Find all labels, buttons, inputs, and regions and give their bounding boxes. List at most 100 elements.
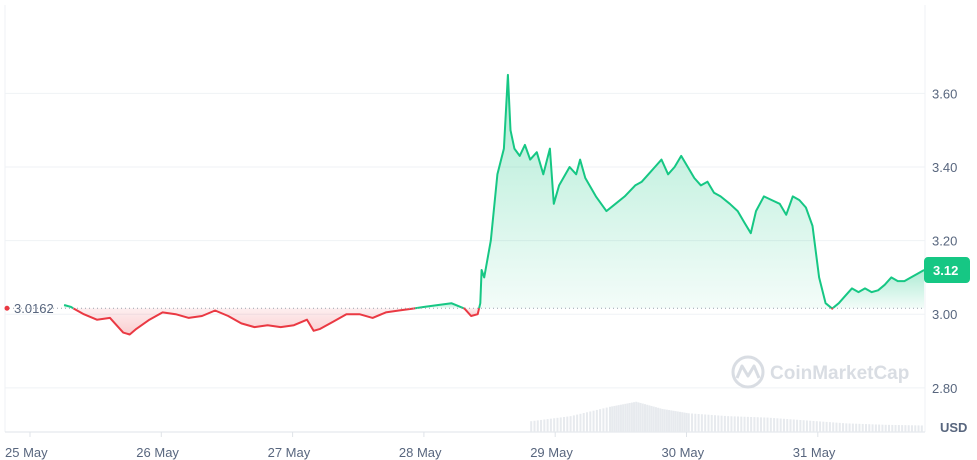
volume-bar bbox=[730, 416, 733, 432]
volume-bar bbox=[763, 417, 766, 432]
volume-bar bbox=[635, 401, 638, 432]
volume-bar bbox=[815, 421, 818, 432]
volume-bar bbox=[641, 403, 644, 432]
volume-bar bbox=[884, 424, 887, 432]
volume-bar bbox=[683, 412, 686, 432]
x-tick-label: 29 May bbox=[530, 445, 573, 460]
volume-bar bbox=[613, 405, 616, 432]
volume-bar bbox=[861, 423, 864, 432]
volume-bar bbox=[805, 420, 808, 432]
volume-bar bbox=[769, 417, 772, 432]
volume-bar bbox=[874, 424, 877, 432]
volume-bar bbox=[736, 416, 739, 432]
reference-layer: 3.0162 3.12 bbox=[4, 257, 970, 316]
volume-bar bbox=[858, 423, 861, 432]
y-axis-unit: USD bbox=[940, 420, 967, 435]
volume-bar bbox=[710, 414, 713, 432]
volume-bar bbox=[796, 419, 799, 432]
reference-label: 3.0162 bbox=[14, 301, 54, 316]
volume-bar bbox=[773, 418, 776, 432]
volume-bar bbox=[546, 419, 549, 432]
volume-bar bbox=[659, 408, 662, 432]
volume-bar bbox=[904, 425, 907, 432]
volume-bar bbox=[530, 421, 533, 432]
volume-bar bbox=[750, 417, 753, 432]
volume-bar bbox=[914, 425, 917, 432]
watermark: CoinMarketCap bbox=[731, 355, 909, 389]
volume-bar bbox=[743, 416, 746, 432]
volume-bar bbox=[891, 424, 894, 432]
volume-bar bbox=[704, 414, 707, 432]
volume-bar bbox=[727, 416, 730, 432]
volume-bar bbox=[536, 420, 539, 432]
current-price-badge bbox=[924, 257, 970, 284]
volume-bar bbox=[786, 419, 789, 432]
volume-bar bbox=[802, 420, 805, 432]
volume-bar bbox=[650, 405, 653, 432]
price-area-up bbox=[479, 74, 832, 309]
volume-bar bbox=[838, 422, 841, 432]
volume-bar bbox=[819, 421, 822, 432]
volume-bar bbox=[608, 406, 611, 432]
volume-bar bbox=[569, 416, 572, 432]
price-line-down bbox=[830, 307, 834, 310]
volume-bar bbox=[812, 420, 815, 432]
volume-bar bbox=[617, 405, 620, 432]
volume-bar bbox=[572, 415, 575, 432]
volume-bar bbox=[766, 417, 769, 432]
coinmarketcap-logo-icon bbox=[731, 355, 765, 389]
volume-bar bbox=[707, 414, 710, 432]
volume-bar bbox=[646, 404, 649, 432]
logo-m-icon bbox=[735, 364, 761, 379]
current-price-label: 3.12 bbox=[933, 263, 958, 278]
volume-bar bbox=[897, 425, 900, 432]
volume-bar bbox=[828, 422, 831, 432]
volume-bar bbox=[637, 402, 640, 432]
volume-bar bbox=[663, 409, 666, 432]
volume-bar bbox=[799, 420, 802, 432]
volume-bar bbox=[835, 422, 838, 432]
price-line-down bbox=[463, 307, 481, 317]
volume-bar bbox=[668, 410, 671, 432]
volume-bar bbox=[809, 420, 812, 432]
volume-bar bbox=[643, 404, 646, 432]
volume-bar bbox=[566, 416, 569, 432]
volume-bar bbox=[652, 406, 655, 432]
volume-bar bbox=[756, 417, 759, 432]
volume-bar bbox=[628, 403, 631, 432]
y-tick-label: 3.40 bbox=[932, 160, 957, 175]
volume-bar bbox=[881, 424, 884, 432]
volume-bar bbox=[672, 410, 675, 432]
volume-bar bbox=[842, 423, 845, 432]
volume-bar bbox=[630, 402, 633, 432]
volume-bar bbox=[717, 415, 720, 432]
volume-bar bbox=[865, 424, 868, 432]
volume-bar bbox=[540, 419, 543, 432]
volume-bar bbox=[622, 404, 625, 432]
volume-layer bbox=[530, 401, 923, 432]
x-tick-label: 26 May bbox=[136, 445, 179, 460]
price-area-up bbox=[832, 270, 925, 309]
volume-bar bbox=[894, 424, 897, 432]
x-tick-label: 28 May bbox=[399, 445, 442, 460]
y-tick-label: 3.20 bbox=[932, 234, 957, 249]
volume-bar bbox=[685, 412, 688, 432]
volume-bar bbox=[782, 418, 785, 432]
volume-bar bbox=[674, 411, 677, 432]
volume-bar bbox=[549, 418, 552, 432]
y-tick-label: 3.00 bbox=[932, 307, 957, 322]
volume-bar bbox=[624, 403, 627, 432]
volume-bar bbox=[868, 424, 871, 432]
volume-bar bbox=[533, 420, 536, 432]
volume-bar bbox=[759, 417, 762, 432]
volume-bar bbox=[543, 419, 546, 432]
volume-bar bbox=[851, 423, 854, 432]
volume-bar bbox=[679, 411, 682, 432]
volume-bar bbox=[648, 405, 651, 432]
volume-bar bbox=[639, 402, 642, 432]
volume-bar bbox=[822, 421, 825, 432]
volume-bar bbox=[910, 425, 913, 432]
volume-bar bbox=[740, 416, 743, 432]
price-line-down bbox=[72, 307, 416, 336]
